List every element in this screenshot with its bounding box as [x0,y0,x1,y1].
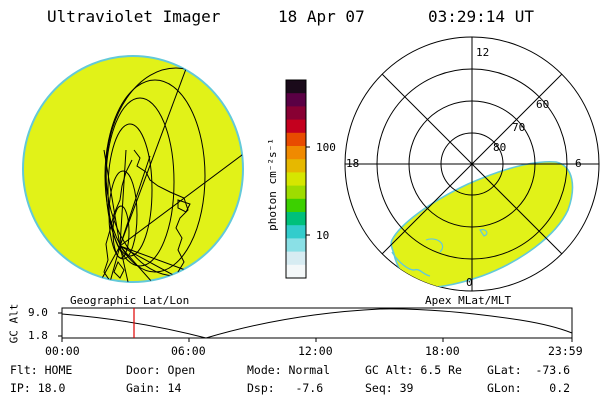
mlat-label-60: 60 [536,98,550,111]
colorbar-tick-100: 100 [316,141,336,154]
apex-panel [344,36,600,292]
colorbar-segment [286,251,306,266]
colorbar [285,79,310,279]
altitude-ytick-high: 9.0 [28,306,48,319]
colorbar-segment [286,212,306,226]
mlt-label-18: 18 [346,157,360,170]
colorbar-segment [286,225,306,239]
mlt-label-0: 0 [466,276,473,289]
altitude-plot [58,307,573,342]
info-glat: GLat: -73.6 [487,363,571,377]
info-dsp: Dsp: -7.6 [247,381,324,395]
date-label: 18 Apr 07 [278,7,365,26]
colorbar-segment [286,119,306,134]
altitude-frame [61,307,573,339]
altitude-xtick-0600: 06:00 [171,344,206,358]
mlt-label-6: 6 [575,157,582,170]
info-door: Door: Open [126,363,196,377]
info-gcalt: GC Alt: 6.5 Re [365,363,462,377]
geo-panel-label: Geographic Lat/Lon [70,294,190,307]
colorbar-segment [286,146,306,160]
colorbar-segment [286,172,306,187]
colorbar-segment [286,185,306,200]
colorbar-segment [286,264,306,279]
info-ip: IP: 18.0 [10,381,66,395]
info-glon: GLon: 0.2 [487,381,571,395]
altitude-ylabel: GC Alt [7,303,21,344]
colorbar-unit-label: photon cm⁻²s⁻¹ [266,138,279,231]
altitude-curve [61,308,573,339]
instrument-title: Ultraviolet Imager [47,7,221,26]
colorbar-frame [285,79,307,279]
time-label: 03:29:14 UT [428,7,534,26]
info-mode: Mode: Normal [247,363,331,377]
colorbar-segment [286,132,306,147]
colorbar-segment [286,238,306,253]
colorbar-segment [286,93,306,107]
altitude-xtick-1200: 12:00 [298,344,333,358]
colorbar-tick-10: 10 [316,229,330,242]
mlat-label-70: 70 [512,121,526,134]
geo-image-disk [22,55,244,283]
colorbar-segment [286,106,306,121]
mlt-label-12: 12 [476,46,490,59]
apex-panel-label: Apex MLat/MLT [425,294,512,307]
colorbar-segment [286,159,306,173]
altitude-xtick-2359: 23:59 [548,344,583,358]
info-seq: Seq: 39 [365,381,414,395]
info-gain: Gain: 14 [126,381,182,395]
altitude-ytick-low: 1.8 [28,329,48,342]
mlat-label-80: 80 [493,141,507,154]
altitude-xtick-0000: 00:00 [45,344,80,358]
altitude-xtick-1800: 18:00 [425,344,460,358]
info-flt: Flt: HOME [10,363,73,377]
colorbar-segment [286,198,306,213]
geo-panel [22,55,244,283]
apex-grid [345,37,599,291]
colorbar-segment [286,80,306,94]
